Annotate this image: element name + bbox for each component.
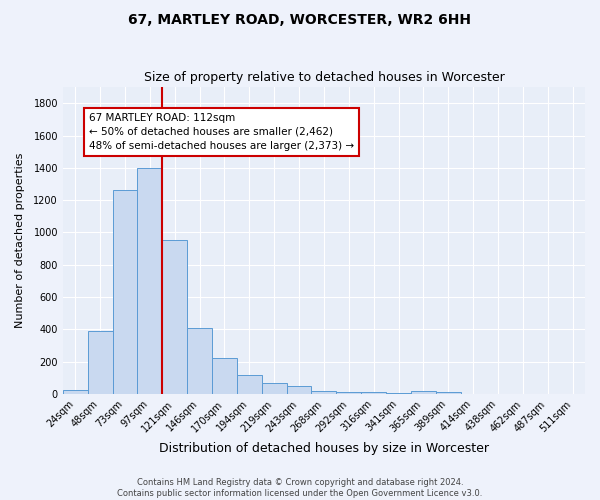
Bar [262,384,287,394]
Bar [162,240,187,394]
Bar [113,190,137,394]
Bar [411,390,436,394]
Bar [311,391,337,394]
Text: Contains HM Land Registry data © Crown copyright and database right 2024.
Contai: Contains HM Land Registry data © Crown c… [118,478,482,498]
Bar [88,331,113,394]
Bar [287,386,311,394]
Bar [237,376,262,394]
Bar [187,328,212,394]
Bar [212,358,237,394]
Title: Size of property relative to detached houses in Worcester: Size of property relative to detached ho… [143,72,504,85]
Bar [386,392,411,394]
Text: 67 MARTLEY ROAD: 112sqm
← 50% of detached houses are smaller (2,462)
48% of semi: 67 MARTLEY ROAD: 112sqm ← 50% of detache… [89,113,354,151]
Y-axis label: Number of detached properties: Number of detached properties [15,153,25,328]
Bar [63,390,88,394]
Bar [361,392,386,394]
X-axis label: Distribution of detached houses by size in Worcester: Distribution of detached houses by size … [159,442,489,455]
Bar [436,392,461,394]
Bar [137,168,162,394]
Bar [337,392,361,394]
Text: 67, MARTLEY ROAD, WORCESTER, WR2 6HH: 67, MARTLEY ROAD, WORCESTER, WR2 6HH [128,12,472,26]
